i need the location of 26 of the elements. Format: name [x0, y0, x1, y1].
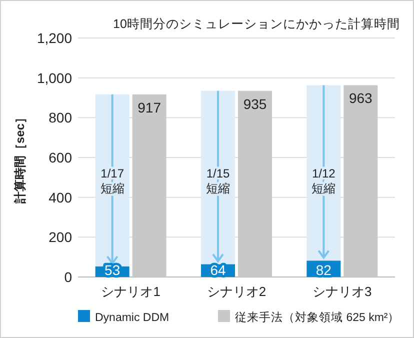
- x-tick-label: シナリオ3: [312, 284, 372, 299]
- data-label: 82: [316, 262, 332, 278]
- chart-title: 10時間分のシミュレーションにかかった計算時間: [113, 17, 400, 31]
- y-axis-title: 計算時間［sec］: [13, 111, 27, 205]
- y-tick-label: 400: [48, 189, 72, 206]
- y-tick-label: 1,000: [36, 70, 72, 86]
- bar: [132, 94, 166, 277]
- data-label: 963: [348, 90, 373, 106]
- bar: [344, 85, 378, 277]
- data-label: 935: [243, 96, 267, 112]
- legend-label: 従来手法（対象領域 625 km²）: [235, 310, 400, 324]
- bar: [238, 90, 272, 277]
- annotation: 1/15 短縮: [206, 166, 230, 196]
- y-tick-label: 0: [64, 269, 72, 285]
- x-tick-label: シナリオ1: [101, 284, 160, 299]
- y-tick-label: 600: [48, 150, 72, 166]
- annotation: 1/17 短縮: [100, 166, 124, 196]
- y-tick-label: 800: [48, 110, 72, 126]
- y-tick-label: 1,200: [36, 30, 72, 46]
- annotation: 1/12 短縮: [312, 166, 336, 196]
- data-label: 64: [210, 262, 226, 278]
- data-label: 917: [138, 99, 162, 116]
- data-label: 53: [104, 262, 120, 278]
- x-tick-label: シナリオ2: [206, 284, 266, 299]
- y-tick-label: 200: [48, 229, 72, 246]
- legend-label: Dynamic DDM: [95, 312, 170, 324]
